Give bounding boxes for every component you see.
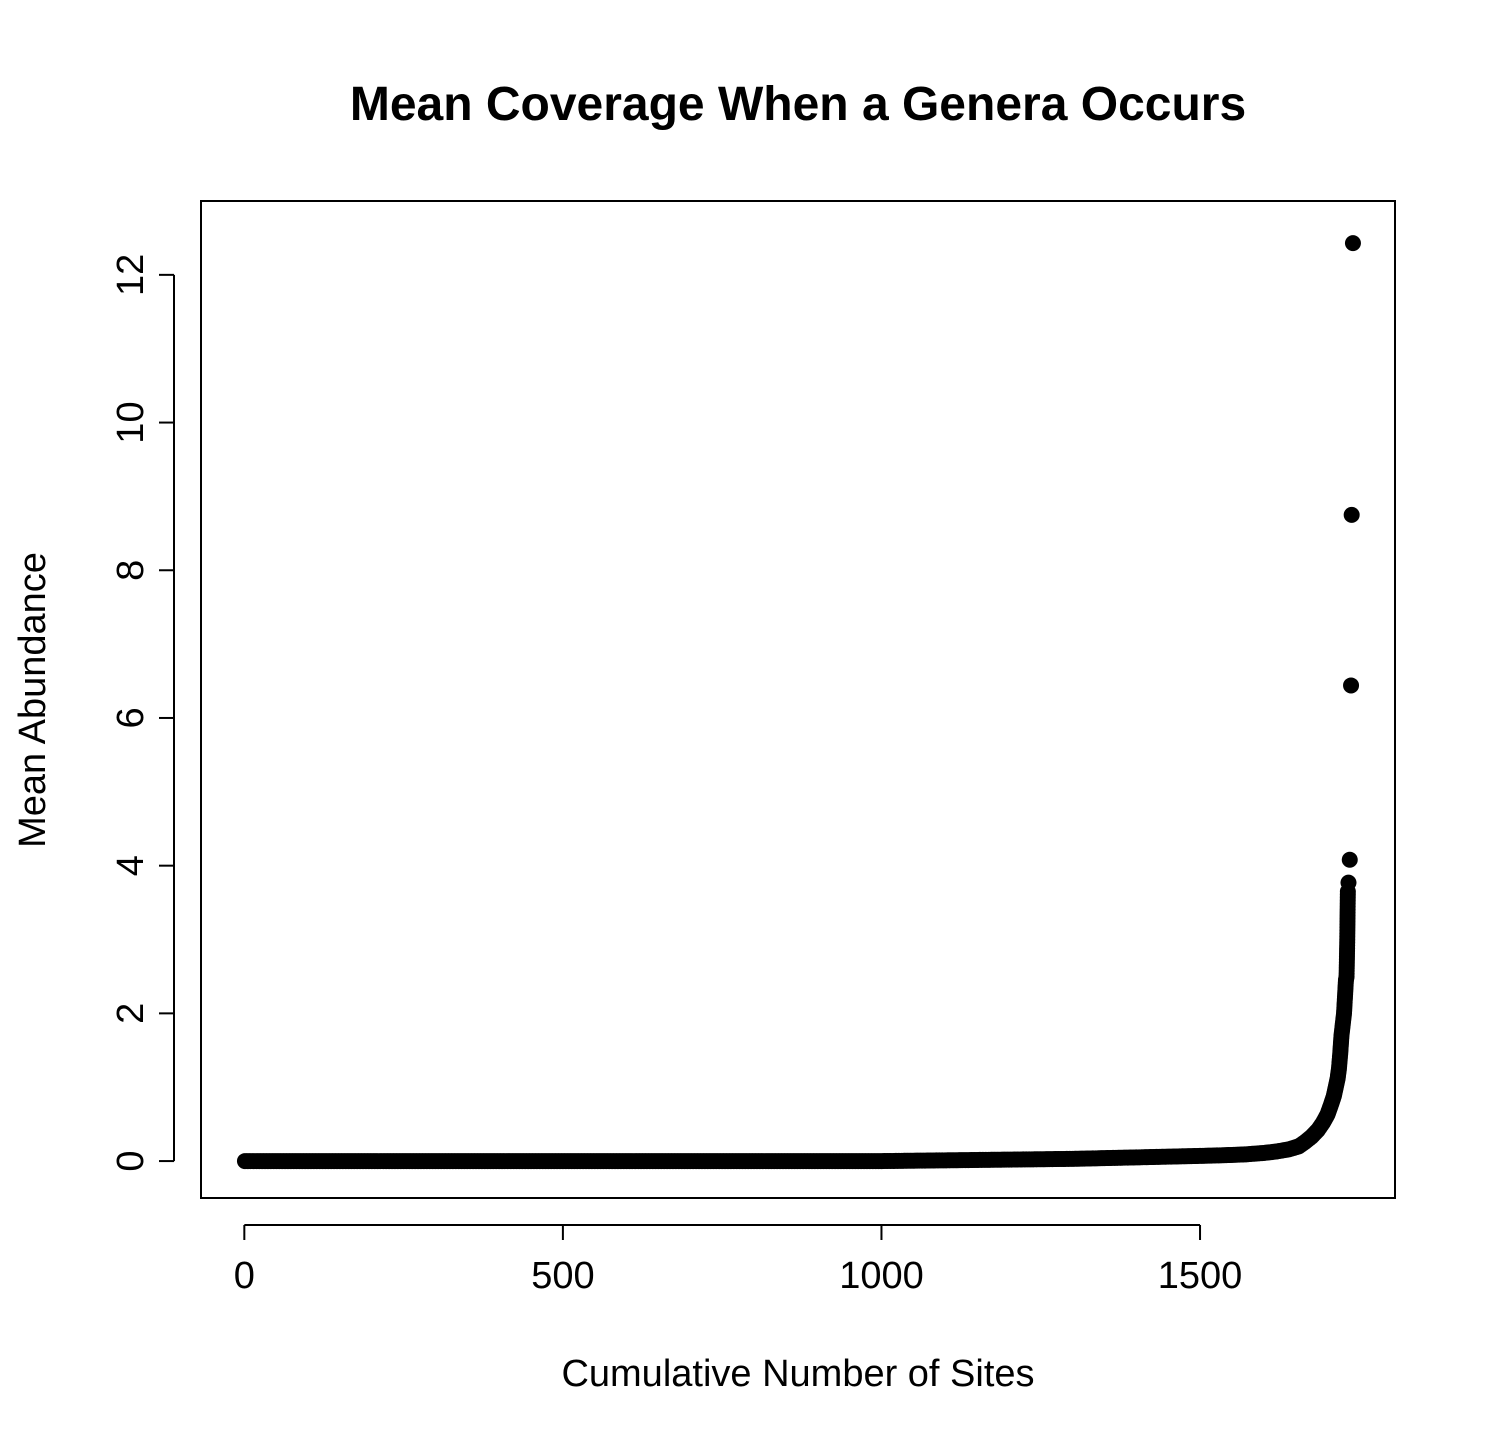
plot-frame <box>200 200 1396 1199</box>
data-point <box>1343 677 1360 694</box>
data-point <box>1340 874 1357 891</box>
y-tick-label: 8 <box>110 560 152 581</box>
x-tick-label: 1500 <box>1158 1255 1243 1297</box>
x-tick-label: 500 <box>531 1255 594 1297</box>
data-point <box>1343 506 1360 523</box>
y-axis: 0 2 4 6 8 10 12 <box>110 254 175 1172</box>
y-tick-label: 12 <box>110 254 152 296</box>
y-tick-label: 4 <box>110 855 152 876</box>
chart-title: Mean Coverage When a Genera Occurs <box>350 78 1246 131</box>
data-point <box>1341 851 1358 868</box>
y-tick-label: 2 <box>110 1003 152 1024</box>
x-axis: 0 500 1000 1500 <box>234 1224 1243 1297</box>
x-tick-label: 1000 <box>839 1255 924 1297</box>
x-tick-label: 0 <box>234 1255 255 1297</box>
data-point <box>1344 235 1361 252</box>
y-axis-label: Mean Abundance <box>12 552 54 848</box>
y-tick-label: 10 <box>110 401 152 443</box>
x-axis-label: Cumulative Number of Sites <box>561 1353 1034 1395</box>
y-tick-label: 6 <box>110 707 152 728</box>
data-points <box>236 235 1361 1170</box>
y-tick-label: 0 <box>110 1151 152 1172</box>
